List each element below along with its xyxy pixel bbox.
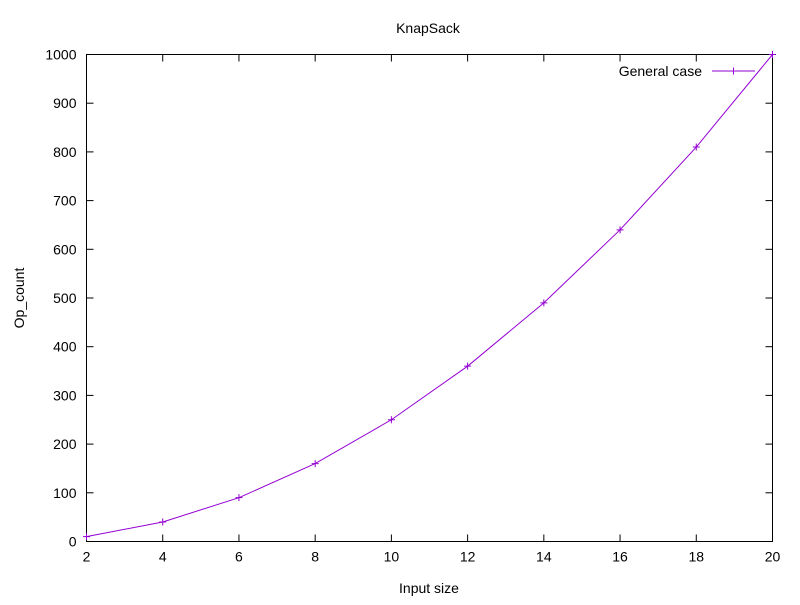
- y-tick-label: 0: [69, 534, 77, 550]
- y-tick-label: 500: [53, 290, 77, 306]
- data-point: [464, 362, 472, 370]
- data-point: [616, 226, 624, 234]
- y-axis-label: Op_count: [11, 268, 27, 329]
- x-tick-label: 10: [384, 549, 400, 565]
- x-tick-label: 6: [235, 549, 243, 565]
- x-tick-label: 14: [536, 549, 552, 565]
- data-point: [769, 51, 776, 58]
- y-tick-label: 400: [53, 339, 77, 355]
- plot-frame: [86, 54, 773, 542]
- legend: General case: [619, 63, 755, 79]
- data-point: [387, 416, 395, 424]
- x-tick-label: 12: [460, 549, 476, 565]
- y-axis-ticks: 0 100 200 300 400 500 600 700 800 900 1000: [45, 47, 773, 550]
- x-tick-label: 16: [612, 549, 628, 565]
- x-tick-label: 2: [83, 549, 91, 565]
- data-point: [83, 533, 90, 541]
- series-layer: [83, 51, 776, 541]
- y-tick-label: 900: [53, 95, 77, 111]
- y-tick-label: 300: [53, 387, 77, 403]
- legend-marker: [730, 67, 737, 75]
- x-tick-label: 18: [688, 549, 704, 565]
- data-point: [159, 518, 167, 526]
- y-tick-label: 800: [53, 144, 77, 160]
- x-tick-label: 4: [159, 549, 167, 565]
- x-axis-label: Input size: [399, 580, 459, 596]
- x-axis-ticks: 2 4 6 8 10 12 14 16 18 20: [83, 54, 781, 565]
- series-line: [86, 54, 773, 538]
- x-tick-label: 8: [311, 549, 319, 565]
- x-tick-label: 20: [765, 549, 781, 565]
- y-tick-label: 100: [53, 485, 77, 501]
- data-point: [692, 143, 700, 151]
- y-tick-label: 200: [53, 436, 77, 452]
- y-tick-label: 700: [53, 193, 77, 209]
- data-point: [540, 299, 548, 307]
- legend-label: General case: [619, 63, 702, 79]
- data-point: [311, 460, 319, 468]
- y-axis-label-text: Op_count: [11, 268, 27, 329]
- data-point: [235, 494, 243, 502]
- chart-title: KnapSack: [396, 20, 461, 36]
- y-tick-label: 600: [53, 241, 77, 257]
- y-tick-label: 1000: [45, 47, 76, 63]
